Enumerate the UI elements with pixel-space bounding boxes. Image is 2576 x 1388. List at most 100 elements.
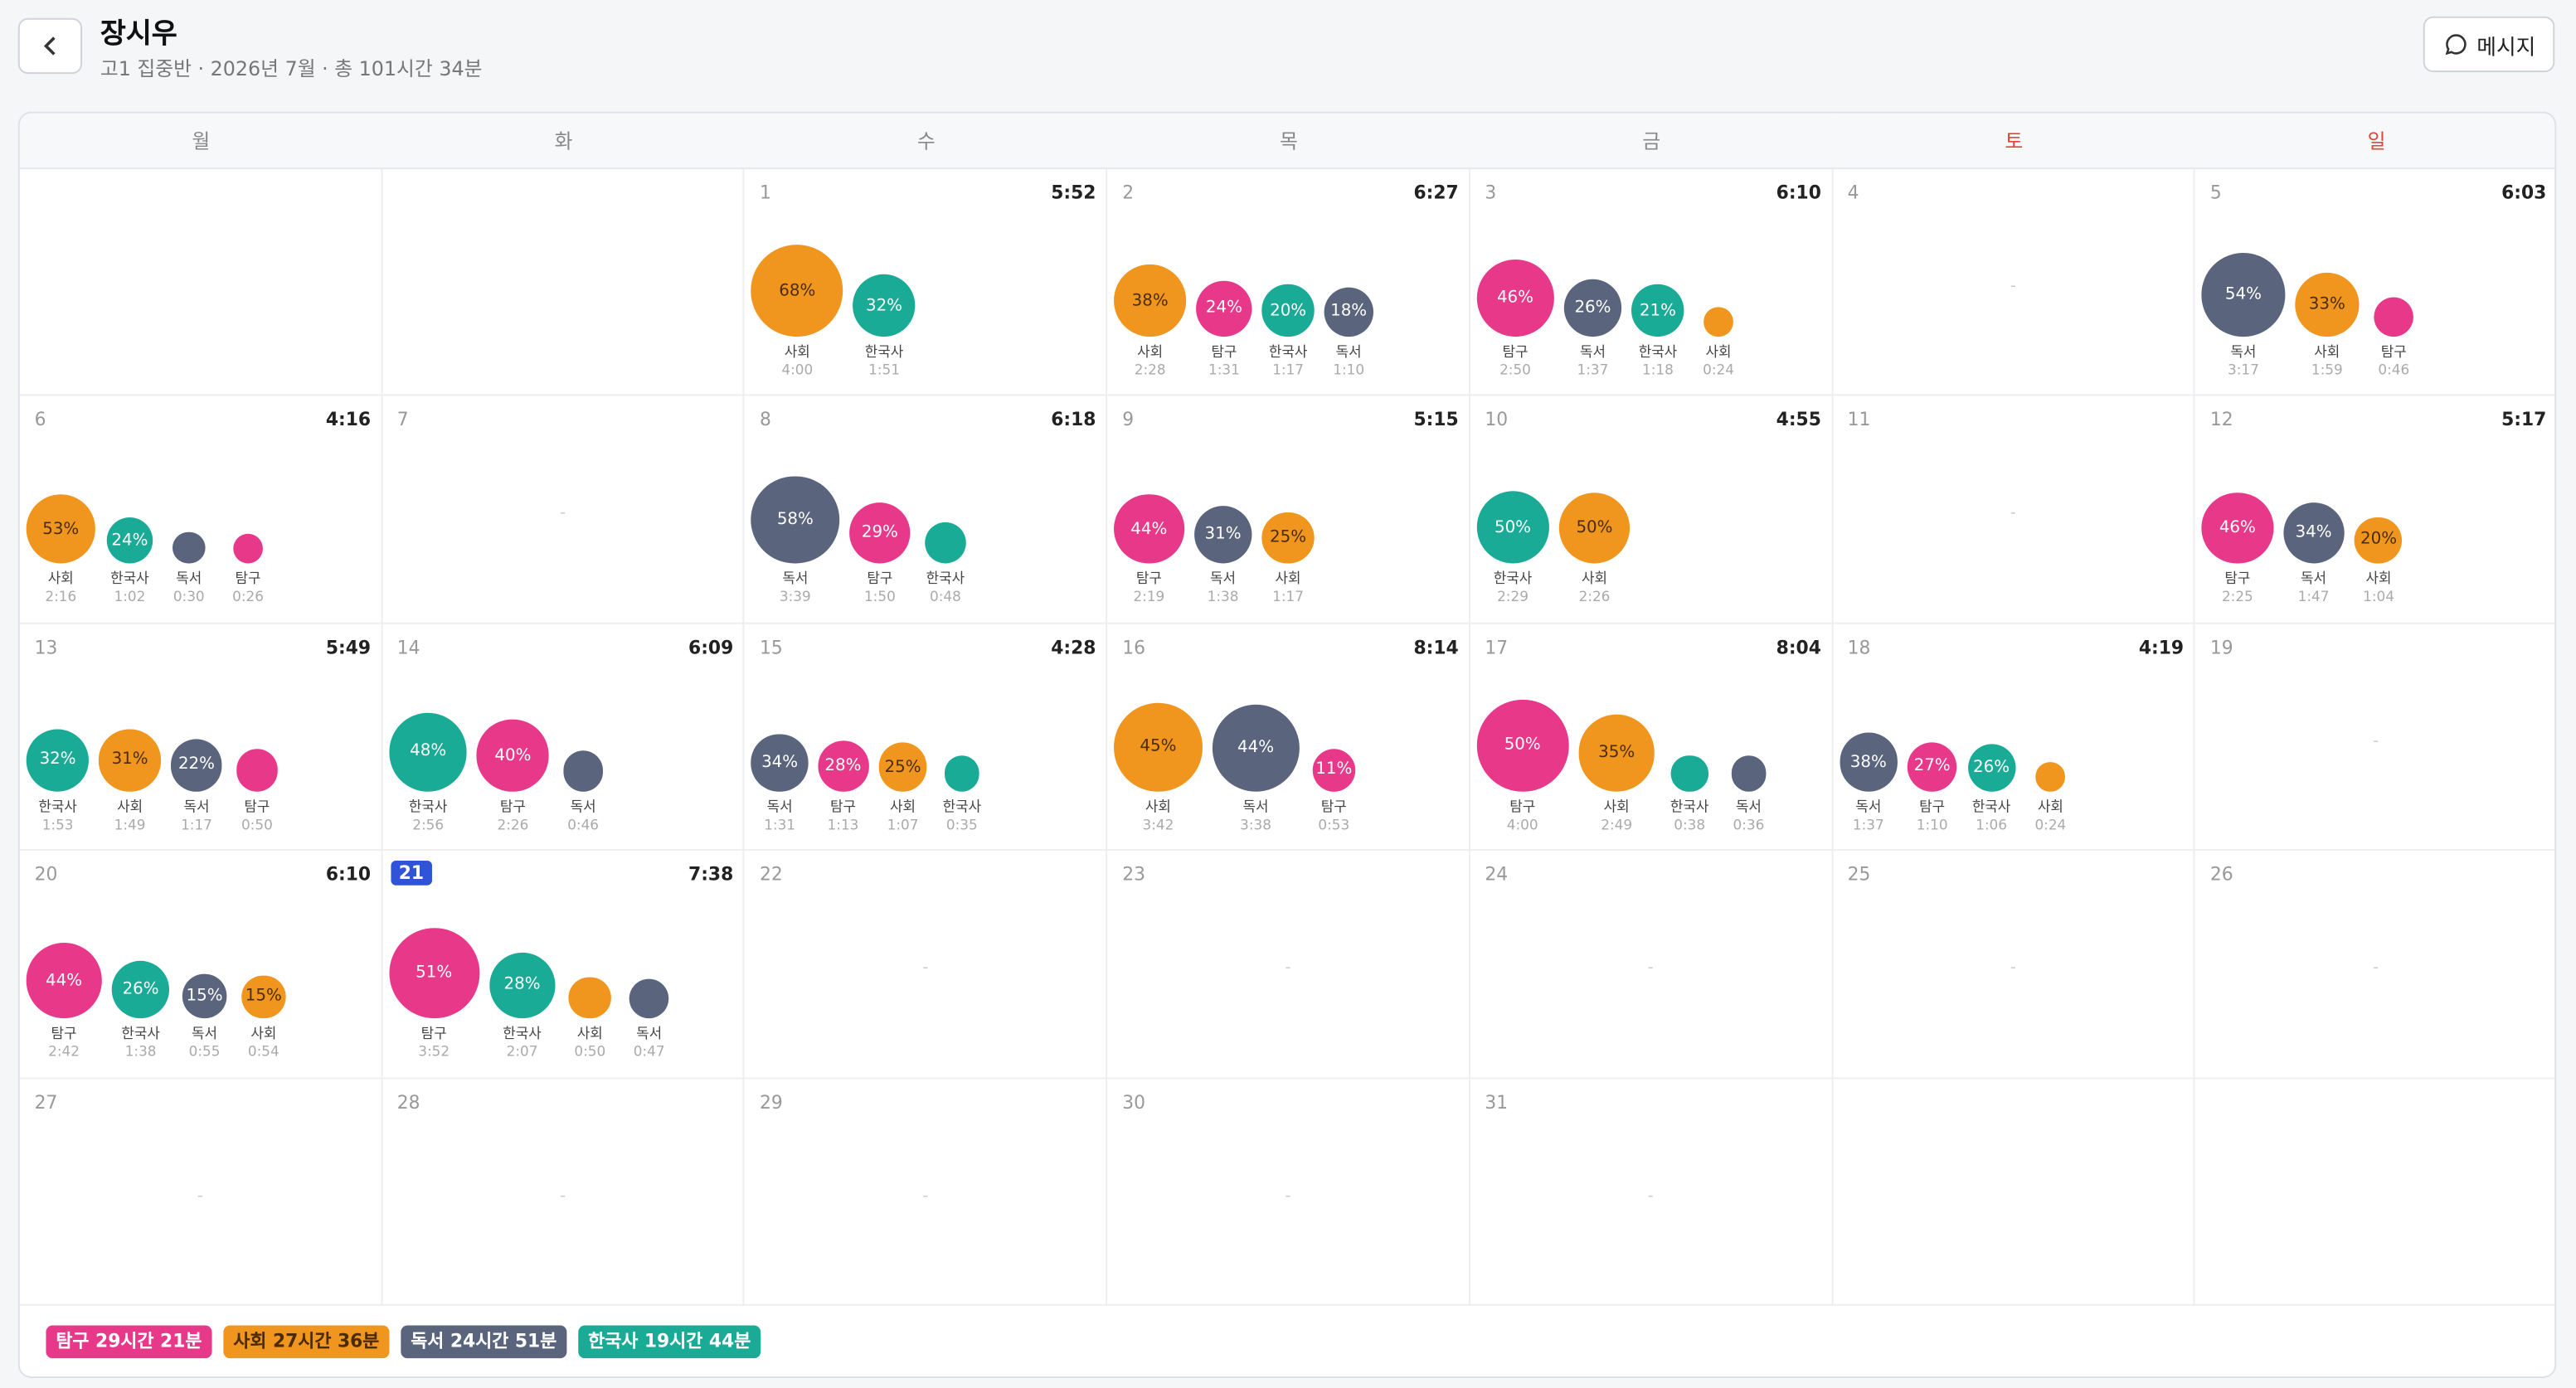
bubble-percent: 50% <box>1494 518 1532 537</box>
day-cell: 5 6:03 54% 독서 3:17 33% 사회 1:59 탐구 0:46 <box>2194 169 2555 397</box>
day-number: 9 <box>1122 410 1135 431</box>
time-label: 2:50 <box>1499 362 1531 380</box>
empty-mark: - <box>2373 732 2379 750</box>
time-label: 2:16 <box>45 590 77 607</box>
time-label: 3:52 <box>418 1045 450 1062</box>
day-number: 8 <box>759 410 771 431</box>
time-label: 4:00 <box>1506 818 1538 834</box>
day-number: 26 <box>2209 864 2233 886</box>
subject-bubble: 51% <box>388 928 479 1019</box>
time-label: 0:47 <box>633 1045 665 1062</box>
empty-mark: - <box>2373 959 2379 978</box>
subject-bubble: 31% <box>99 729 161 792</box>
message-button[interactable]: 메시지 <box>2423 16 2555 73</box>
subject-bubble: 11% <box>1312 748 1356 792</box>
bubble-percent: 34% <box>761 754 799 773</box>
back-icon <box>43 36 56 56</box>
day-number: 10 <box>1485 410 1509 431</box>
subject-label: 독서 <box>766 799 793 817</box>
time-label: 1:37 <box>1577 362 1609 380</box>
day-cell <box>19 169 382 397</box>
subject-bubble <box>1731 755 1767 792</box>
subject-bubble: 20% <box>1261 284 1315 337</box>
day-cell <box>2194 1079 2555 1306</box>
subject-label: 독서 <box>570 799 596 817</box>
subject-bubble: 50% <box>1558 493 1631 565</box>
subject-label: 사회 <box>250 1026 277 1044</box>
day-number: 17 <box>1485 637 1509 658</box>
empty-mark: - <box>197 1187 203 1206</box>
subject-label: 독서 <box>192 1026 218 1044</box>
day-total: 6:27 <box>1413 182 1459 204</box>
day-number: 18 <box>1847 637 1871 658</box>
time-label: 1:13 <box>827 818 859 834</box>
subject-label: 사회 <box>1145 799 1171 817</box>
time-label: 1:49 <box>114 818 146 834</box>
subject-bubble: 24% <box>106 517 153 565</box>
time-label: 2:26 <box>497 818 529 834</box>
bubble-percent: 33% <box>2308 295 2345 314</box>
subject-bubble: 24% <box>1195 280 1252 337</box>
time-label: 2:26 <box>1578 590 1611 607</box>
subject-label: 탐구 <box>1502 344 1529 362</box>
day-total: 8:14 <box>1413 637 1459 658</box>
time-label: 0:46 <box>567 818 600 834</box>
bubble-percent: 38% <box>1849 753 1887 772</box>
subject-bubble: 25% <box>1261 512 1315 565</box>
subject-label: 탐구 <box>244 799 270 817</box>
day-cell: 4- <box>1832 169 2195 397</box>
day-number: 4 <box>1847 182 1859 204</box>
subject-bubble: 53% <box>26 495 95 565</box>
subject-bubble <box>569 977 611 1019</box>
subject-label: 사회 <box>1581 572 1607 589</box>
back-button[interactable] <box>17 17 83 75</box>
day-cell: 29 - <box>745 1078 1108 1306</box>
subject-label: 사회 <box>117 799 143 817</box>
time-label: 0:53 <box>1318 818 1350 834</box>
day-number: 27 <box>34 1091 58 1114</box>
time-label: 0:30 <box>173 590 205 607</box>
subject-bubble: 38% <box>1839 733 1898 792</box>
day-number: 28 <box>396 1091 420 1114</box>
bubble-percent: 11% <box>1315 760 1353 779</box>
time-label: 2:25 <box>2221 590 2253 607</box>
bubble-percent: 31% <box>111 751 148 770</box>
day-cell: 23 - <box>1107 851 1470 1079</box>
subject-label: 독서 <box>1335 344 1362 362</box>
subject-label: 한국사 <box>864 344 904 362</box>
time-label: 1:47 <box>2297 590 2330 607</box>
bubble-percent: 24% <box>1205 299 1242 318</box>
bubble-percent: 35% <box>1598 744 1636 762</box>
subject-label: 사회 <box>1137 344 1164 362</box>
subject-bubble: 32% <box>26 728 90 792</box>
bubble-percent: 28% <box>824 756 862 775</box>
subject-label: 독서 <box>636 1026 663 1044</box>
bubble-percent: 26% <box>1574 298 1611 317</box>
time-label: 0:46 <box>2378 362 2410 380</box>
day-cell: 16 8:14 45% 사회 3:42 44% 독서 3:38 11% 탐구 0:53 <box>1107 624 1470 852</box>
time-label: 0:36 <box>1733 818 1765 834</box>
time-label: 1:07 <box>887 818 919 834</box>
empty-mark: - <box>1285 959 1291 978</box>
time-label: 3:38 <box>1240 818 1271 834</box>
time-label: 1:02 <box>114 590 146 607</box>
subject-label: 사회 <box>2365 572 2392 589</box>
bubble-percent: 46% <box>1496 289 1533 308</box>
subject-bubble: 29% <box>848 502 911 565</box>
subject-label: 탐구 <box>235 572 261 589</box>
time-label: 1:10 <box>1916 818 1948 834</box>
time-label: 1:38 <box>1207 590 1239 607</box>
empty-mark: - <box>1647 959 1654 978</box>
day-total: 5:17 <box>2501 410 2547 431</box>
day-cell: 7- <box>382 396 746 624</box>
subject-label: 탐구 <box>829 799 856 817</box>
subject-label: 독서 <box>1210 572 1237 589</box>
message-icon <box>2444 34 2466 56</box>
time-label: 0:48 <box>929 590 961 607</box>
subject-bubble: 40% <box>477 720 549 792</box>
subject-label: 탐구 <box>51 1026 77 1044</box>
empty-mark: - <box>1285 1187 1291 1206</box>
day-cell: 30 - <box>1107 1078 1470 1306</box>
student-name: 장시우 <box>100 17 177 51</box>
day-number: 2 <box>1122 182 1135 204</box>
